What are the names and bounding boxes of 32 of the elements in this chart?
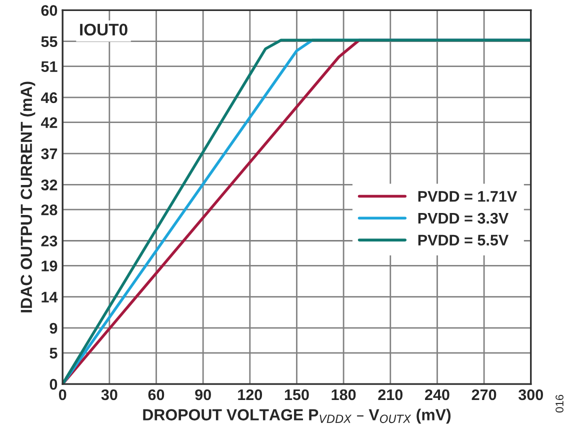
y-tick-label: 14 xyxy=(42,292,58,302)
x-tick-label: 60 xyxy=(148,389,164,400)
x-tick-label: 30 xyxy=(101,389,118,400)
annotation: IOUT0 xyxy=(80,24,128,36)
legend-label: PVDD = 5.5V xyxy=(418,234,509,246)
y-tick-label: 42 xyxy=(40,117,58,128)
y-tick-label: 9 xyxy=(50,322,58,334)
y-tick-label: 23 xyxy=(41,236,58,246)
x-tick-label: 180 xyxy=(332,389,356,400)
x-tick-label: 210 xyxy=(378,389,403,400)
y-axis-title: IDAC OUTPUT CURRENT (mA) xyxy=(20,82,36,312)
x-tick-label: 240 xyxy=(425,389,450,400)
legend-label: PVDD = 1.71V xyxy=(418,191,518,202)
x-tick-label: 270 xyxy=(472,389,496,400)
y-tick-label: 37 xyxy=(41,148,58,160)
y-tick-label: 0 xyxy=(50,378,58,390)
y-tick-label: 19 xyxy=(42,260,58,272)
y-tick-label: 60 xyxy=(41,5,58,16)
x-axis-title: DROPOUT VOLTAGE P$_{VDDX}$ – V$_{OUTX}$ (mV) xyxy=(143,408,451,424)
y-tick-label: 5 xyxy=(50,348,58,359)
x-tick-label: 90 xyxy=(195,389,211,400)
x-tick-label: 150 xyxy=(284,389,309,400)
y-tick-label: 55 xyxy=(41,36,58,48)
y-tick-label: 28 xyxy=(41,204,58,216)
y-tick-label: 51 xyxy=(41,61,58,72)
x-tick-label: 120 xyxy=(238,389,262,400)
y-tick-label: 46 xyxy=(40,92,58,104)
x-tick-label: 0 xyxy=(58,389,66,400)
legend-label: PVDD = 3.3V xyxy=(418,212,509,224)
y-tick-label: 32 xyxy=(41,180,58,190)
text: 016 xyxy=(556,394,564,412)
x-tick-label: 300 xyxy=(518,389,543,400)
